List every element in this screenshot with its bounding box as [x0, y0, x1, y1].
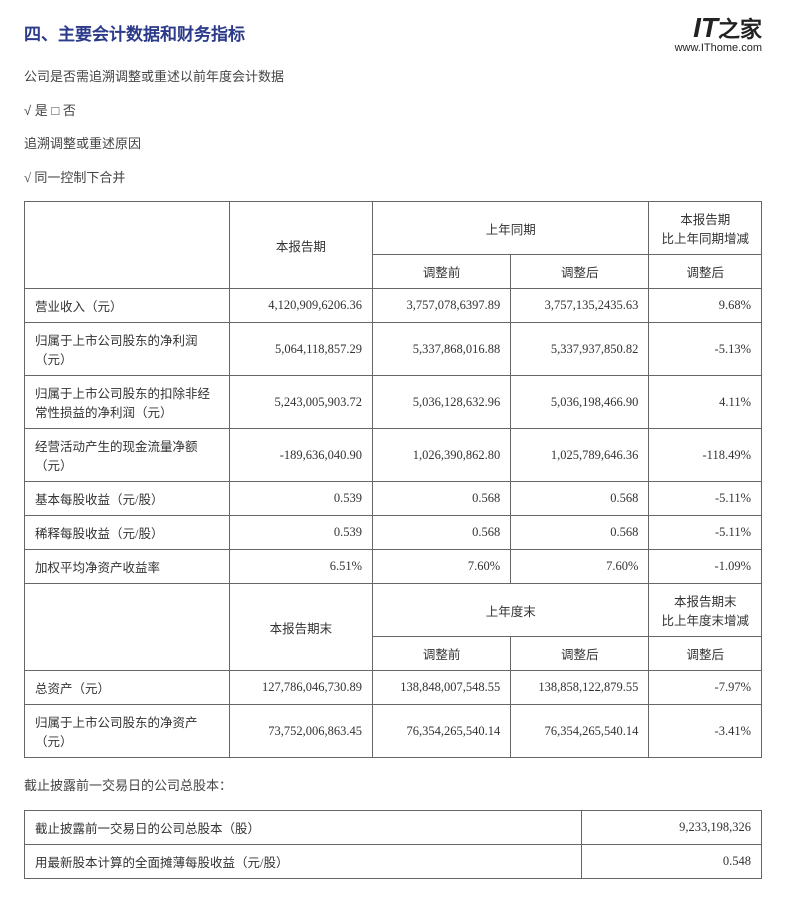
- row-after: 76,354,265,540.14: [511, 705, 649, 758]
- table-row: 经营活动产生的现金流量净额（元）-189,636,040.901,026,390…: [25, 429, 762, 482]
- row-current: 0.539: [229, 482, 372, 516]
- row-current: 127,786,046,730.89: [229, 671, 372, 705]
- th-prior-2: 上年度末: [373, 584, 649, 637]
- row-pct: 9.68%: [649, 289, 762, 323]
- table-row: 归属于上市公司股东的净资产（元）73,752,006,863.4576,354,…: [25, 705, 762, 758]
- table-row: 归属于上市公司股东的扣除非经常性损益的净利润（元）5,243,005,903.7…: [25, 376, 762, 429]
- row-label: 归属于上市公司股东的扣除非经常性损益的净利润（元）: [25, 376, 230, 429]
- watermark: IT之家 www.IThome.com: [675, 12, 762, 54]
- row-current: 6.51%: [229, 550, 372, 584]
- row-label: 加权平均净资产收益率: [25, 550, 230, 584]
- th-before-2: 调整前: [373, 637, 511, 671]
- row-current: 5,064,118,857.29: [229, 323, 372, 376]
- row-current: 5,243,005,903.72: [229, 376, 372, 429]
- th-after-2: 调整后: [649, 255, 762, 289]
- watermark-url: www.IThome.com: [675, 42, 762, 54]
- watermark-logo: IT之家: [675, 12, 762, 44]
- share-capital-table: 截止披露前一交易日的公司总股本（股）9,233,198,326用最新股本计算的全…: [24, 810, 762, 879]
- row-pct: -5.13%: [649, 323, 762, 376]
- th-current-2: 本报告期末: [229, 584, 372, 671]
- row-after: 0.568: [511, 482, 649, 516]
- row-pct: -5.11%: [649, 516, 762, 550]
- table-row: 总资产（元）127,786,046,730.89138,848,007,548.…: [25, 671, 762, 705]
- logo-prefix: IT: [693, 12, 718, 43]
- row-before: 0.568: [373, 482, 511, 516]
- row-label: 截止披露前一交易日的公司总股本（股）: [25, 810, 582, 844]
- intro-line-2: √ 是 □ 否: [24, 101, 762, 121]
- intro-line-4: √ 同一控制下合并: [24, 168, 762, 188]
- row-after: 7.60%: [511, 550, 649, 584]
- table-row: 基本每股收益（元/股）0.5390.5680.568-5.11%: [25, 482, 762, 516]
- row-label: 经营活动产生的现金流量净额（元）: [25, 429, 230, 482]
- row-after: 5,337,937,850.82: [511, 323, 649, 376]
- table-header-row-1: 本报告期 上年同期 本报告期 比上年同期增减: [25, 202, 762, 255]
- row-value: 9,233,198,326: [582, 810, 762, 844]
- row-label: 基本每股收益（元/股）: [25, 482, 230, 516]
- row-current: 4,120,909,6206.36: [229, 289, 372, 323]
- th-blank-2: [25, 584, 230, 671]
- th-current: 本报告期: [229, 202, 372, 289]
- row-label: 归属于上市公司股东的净利润（元）: [25, 323, 230, 376]
- row-before: 0.568: [373, 516, 511, 550]
- th-after: 调整后: [511, 255, 649, 289]
- row-pct: -7.97%: [649, 671, 762, 705]
- row-label: 用最新股本计算的全面摊薄每股收益（元/股）: [25, 844, 582, 878]
- footer-text: 截止披露前一交易日的公司总股本：: [24, 776, 762, 796]
- row-current: -189,636,040.90: [229, 429, 372, 482]
- row-after: 0.568: [511, 516, 649, 550]
- table-row: 归属于上市公司股东的净利润（元）5,064,118,857.295,337,86…: [25, 323, 762, 376]
- th-prior: 上年同期: [373, 202, 649, 255]
- row-after: 3,757,135,2435.63: [511, 289, 649, 323]
- row-after: 1,025,789,646.36: [511, 429, 649, 482]
- row-current: 0.539: [229, 516, 372, 550]
- logo-suffix: 之家: [718, 17, 762, 42]
- financial-table-main: 本报告期 上年同期 本报告期 比上年同期增减 调整前 调整后 调整后 营业收入（…: [24, 201, 762, 758]
- intro-line-3: 追溯调整或重述原因: [24, 134, 762, 154]
- th-after-4: 调整后: [649, 637, 762, 671]
- row-before: 1,026,390,862.80: [373, 429, 511, 482]
- row-before: 5,337,868,016.88: [373, 323, 511, 376]
- intro-line-1: 公司是否需追溯调整或重述以前年度会计数据: [24, 67, 762, 87]
- row-value: 0.548: [582, 844, 762, 878]
- row-pct: -118.49%: [649, 429, 762, 482]
- table-row: 稀释每股收益（元/股）0.5390.5680.568-5.11%: [25, 516, 762, 550]
- row-before: 3,757,078,6397.89: [373, 289, 511, 323]
- th-after-3: 调整后: [511, 637, 649, 671]
- row-before: 76,354,265,540.14: [373, 705, 511, 758]
- row-label: 总资产（元）: [25, 671, 230, 705]
- row-before: 7.60%: [373, 550, 511, 584]
- row-after: 138,858,122,879.55: [511, 671, 649, 705]
- row-pct: 4.11%: [649, 376, 762, 429]
- table-row: 加权平均净资产收益率6.51%7.60%7.60%-1.09%: [25, 550, 762, 584]
- row-label: 稀释每股收益（元/股）: [25, 516, 230, 550]
- row-pct: -3.41%: [649, 705, 762, 758]
- th-before: 调整前: [373, 255, 511, 289]
- section-title: 四、主要会计数据和财务指标: [24, 20, 762, 45]
- row-current: 73,752,006,863.45: [229, 705, 372, 758]
- table-row: 截止披露前一交易日的公司总股本（股）9,233,198,326: [25, 810, 762, 844]
- row-before: 5,036,128,632.96: [373, 376, 511, 429]
- table-row: 用最新股本计算的全面摊薄每股收益（元/股）0.548: [25, 844, 762, 878]
- table-header-row-3: 本报告期末 上年度末 本报告期末 比上年度末增减: [25, 584, 762, 637]
- row-after: 5,036,198,466.90: [511, 376, 649, 429]
- row-label: 归属于上市公司股东的净资产（元）: [25, 705, 230, 758]
- table-row: 营业收入（元）4,120,909,6206.363,757,078,6397.8…: [25, 289, 762, 323]
- row-pct: -1.09%: [649, 550, 762, 584]
- th-change: 本报告期 比上年同期增减: [649, 202, 762, 255]
- row-label: 营业收入（元）: [25, 289, 230, 323]
- th-change-2: 本报告期末 比上年度末增减: [649, 584, 762, 637]
- row-before: 138,848,007,548.55: [373, 671, 511, 705]
- row-pct: -5.11%: [649, 482, 762, 516]
- th-blank: [25, 202, 230, 289]
